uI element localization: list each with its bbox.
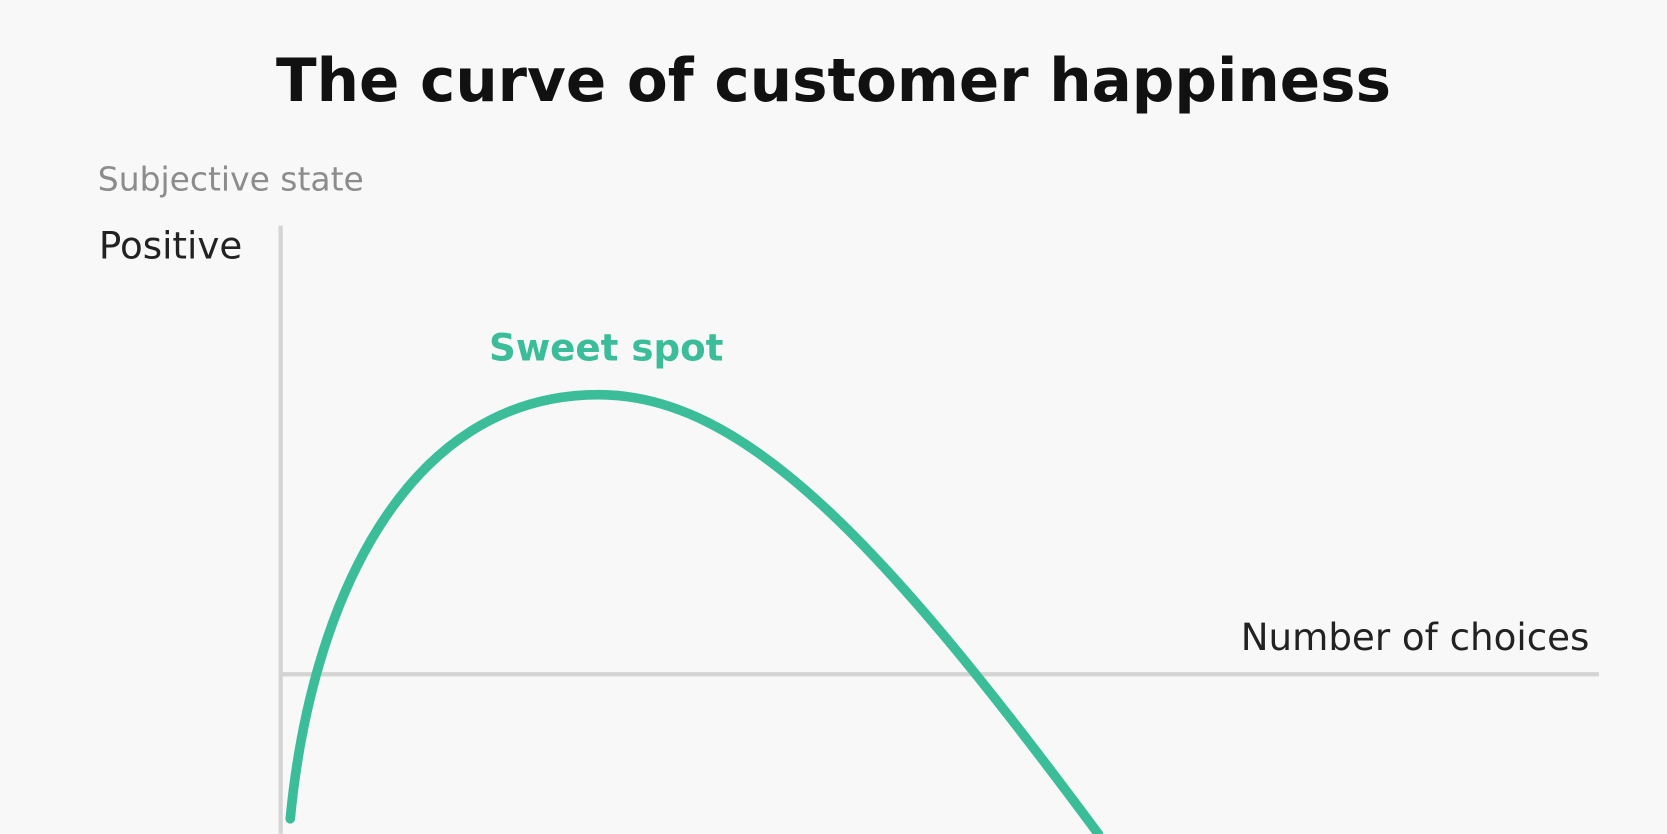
y-axis-title: Subjective state — [98, 160, 364, 199]
x-axis-title: Number of choices — [1241, 615, 1590, 659]
sweet-spot-label: Sweet spot — [489, 326, 723, 370]
title: The curve of customer happiness — [276, 47, 1391, 116]
y-axis-top-label: Positive — [99, 224, 242, 268]
happiness-curve — [285, 389, 1104, 834]
